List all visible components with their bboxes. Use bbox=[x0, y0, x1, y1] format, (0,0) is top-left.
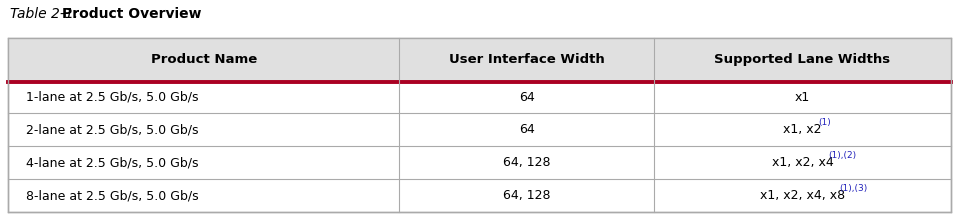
Text: 2-lane at 2.5 Gb/s, 5.0 Gb/s: 2-lane at 2.5 Gb/s, 5.0 Gb/s bbox=[26, 123, 199, 136]
Text: 64: 64 bbox=[519, 123, 534, 136]
Text: 1-lane at 2.5 Gb/s, 5.0 Gb/s: 1-lane at 2.5 Gb/s, 5.0 Gb/s bbox=[26, 90, 199, 104]
Text: x1, x2, x4, x8: x1, x2, x4, x8 bbox=[760, 189, 845, 202]
Text: 8-lane at 2.5 Gb/s, 5.0 Gb/s: 8-lane at 2.5 Gb/s, 5.0 Gb/s bbox=[26, 189, 199, 202]
Text: Supported Lane Widths: Supported Lane Widths bbox=[714, 53, 891, 66]
Text: (1),(2): (1),(2) bbox=[829, 151, 856, 160]
Text: x1, x2: x1, x2 bbox=[784, 123, 822, 136]
Text: 64, 128: 64, 128 bbox=[503, 189, 550, 202]
Text: (1),(3): (1),(3) bbox=[839, 184, 867, 193]
Bar bbox=[8, 38, 951, 81]
Text: x1, x2, x4: x1, x2, x4 bbox=[772, 156, 833, 169]
Text: 4-lane at 2.5 Gb/s, 5.0 Gb/s: 4-lane at 2.5 Gb/s, 5.0 Gb/s bbox=[26, 156, 199, 169]
Text: 64, 128: 64, 128 bbox=[503, 156, 550, 169]
Text: Product Name: Product Name bbox=[151, 53, 257, 66]
Text: User Interface Width: User Interface Width bbox=[449, 53, 604, 66]
Text: Table 2-1:: Table 2-1: bbox=[10, 7, 79, 21]
Text: 64: 64 bbox=[519, 90, 534, 104]
Text: x1: x1 bbox=[795, 90, 810, 104]
Bar bbox=[8, 38, 951, 212]
Text: Product Overview: Product Overview bbox=[62, 7, 201, 21]
Text: (1): (1) bbox=[818, 118, 830, 127]
